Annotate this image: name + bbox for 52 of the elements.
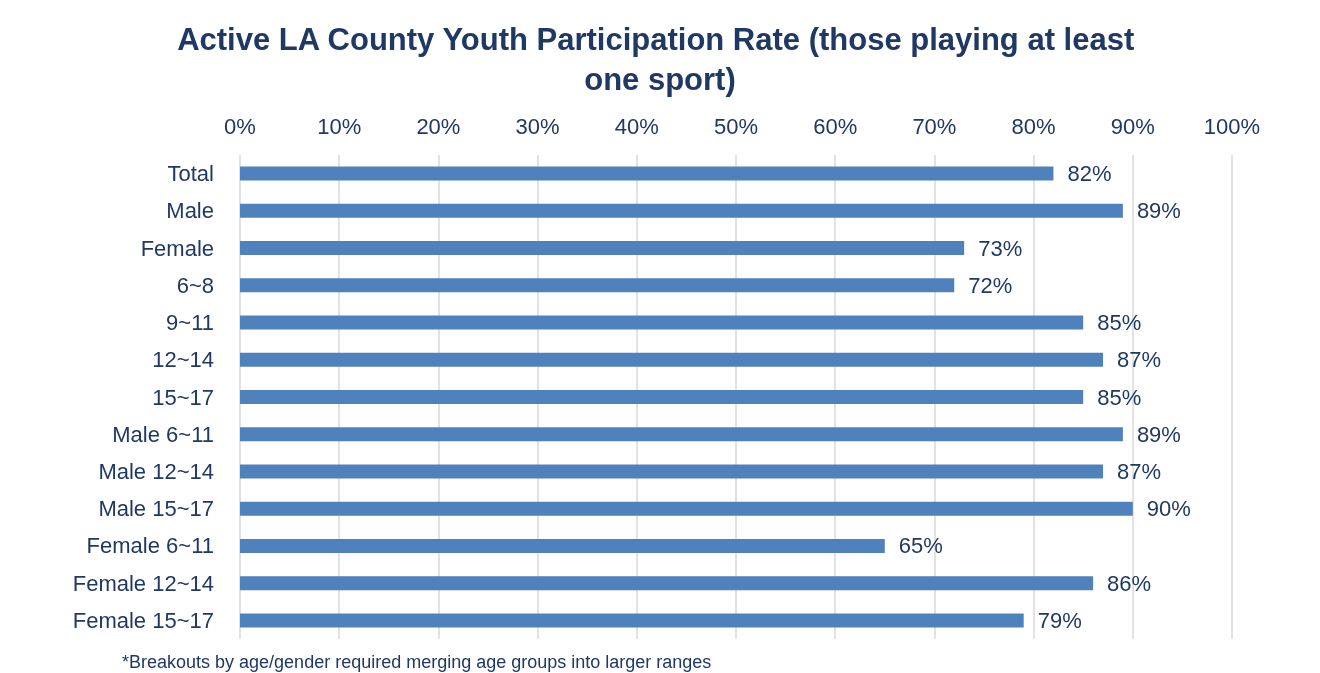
y-tick-label: Male 6~11 [112,421,214,447]
data-label: 72% [968,272,1013,298]
data-label: 65% [898,533,943,559]
chart-title: Active LA County Youth Participation Rate (those playing at least one sport) [177,21,1143,97]
y-tick-label: Female 15~17 [72,607,214,633]
x-tick-label: 20% [416,113,461,139]
bar [240,352,1104,367]
bar [240,278,955,293]
y-tick-label: Female 6~11 [86,533,214,559]
bar [240,613,1024,628]
bar [240,427,1123,442]
x-tick-label: 0% [224,113,256,139]
y-tick-label: Total [167,161,214,187]
x-tick-label: 80% [1011,113,1056,139]
x-tick-label: 40% [614,113,659,139]
bar [240,241,965,256]
data-label: 87% [1117,347,1162,373]
bar [240,501,1133,516]
data-label: 90% [1146,496,1191,522]
y-tick-label: Male 15~17 [98,496,214,522]
bar [240,203,1123,218]
y-tick-label: 6~8 [176,272,214,298]
x-tick-label: 10% [317,113,362,139]
y-tick-label: Male [166,198,214,224]
x-tick-label: 100% [1203,113,1261,139]
y-tick-label: 15~17 [152,384,214,410]
bar [240,576,1094,591]
x-tick-label: 90% [1110,113,1155,139]
data-label: 79% [1037,607,1082,633]
y-tick-label: 12~14 [152,347,214,373]
y-tick-label: Female [140,235,214,261]
data-label: 82% [1067,161,1112,187]
bar [240,464,1104,479]
y-tick-label: Male 12~14 [98,458,214,484]
x-tick-label: 70% [912,113,957,139]
text: *Breakouts by age/gender required merging age groups into larger ranges [122,652,712,672]
data-label: 89% [1136,421,1181,447]
y-tick-label: Female 12~14 [72,570,214,596]
bar [240,390,1084,404]
bar [240,166,1054,181]
x-tick-label: 50% [713,113,759,139]
data-label: 86% [1107,570,1152,596]
y-tick-label: 9~11 [166,310,214,336]
data-label: 89% [1136,198,1181,224]
data-label: 87% [1117,458,1162,484]
x-tick-label: 60% [813,113,858,139]
x-tick-label: 30% [515,113,560,139]
bar [240,315,1084,330]
data-label: 85% [1097,310,1142,336]
data-label: 85% [1097,384,1142,410]
data-label: 73% [978,235,1023,261]
bar [240,538,885,553]
